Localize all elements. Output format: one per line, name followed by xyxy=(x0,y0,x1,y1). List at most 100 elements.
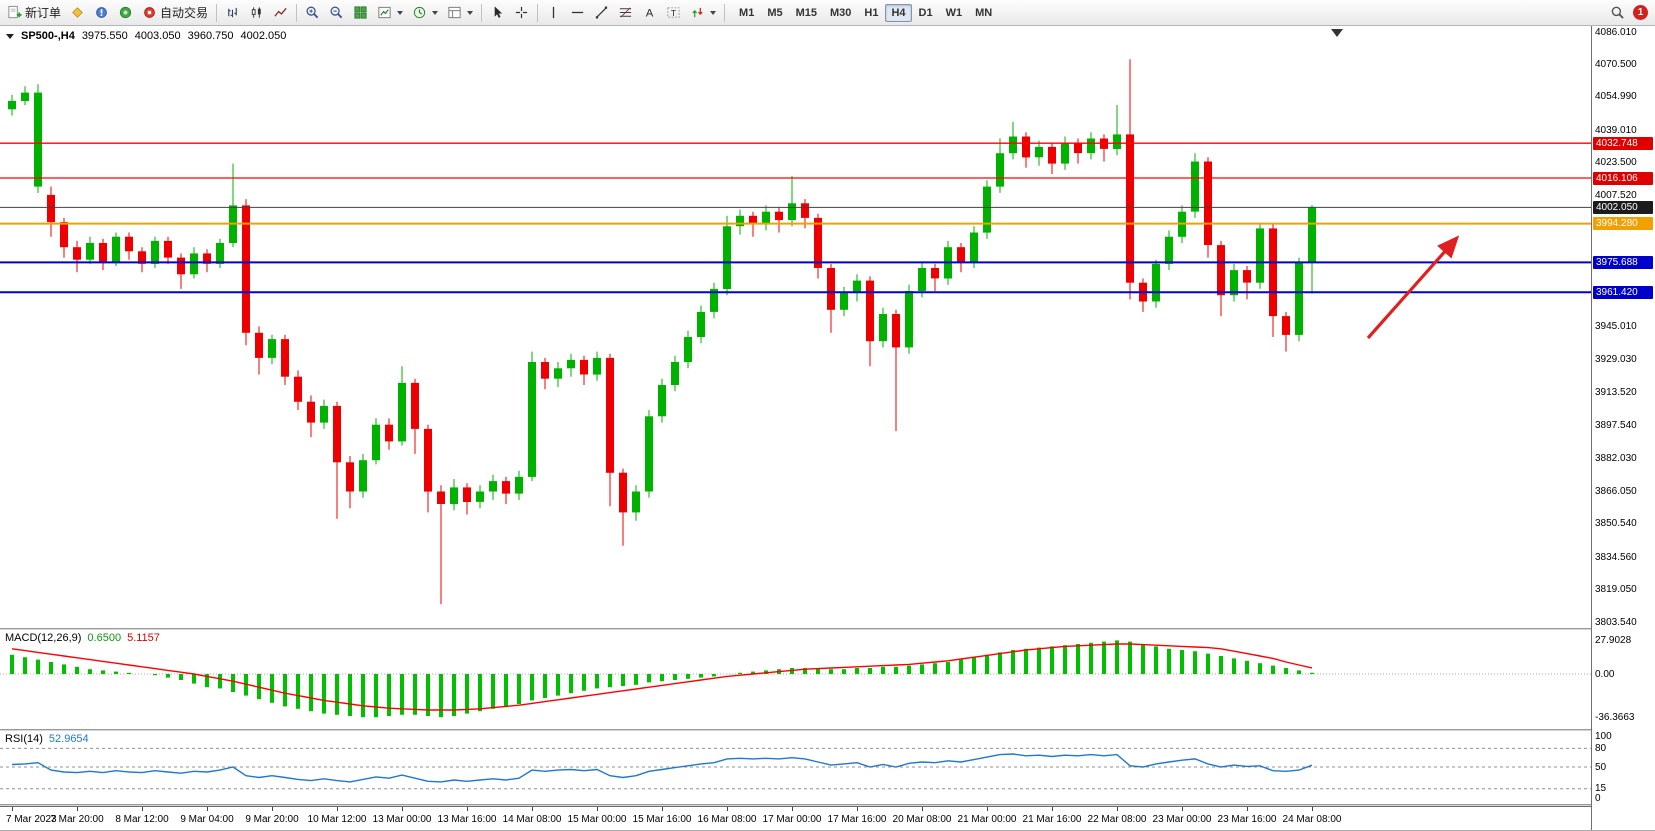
arrows-dropdown-button[interactable] xyxy=(686,2,720,23)
price-axis-label: 4023.500 xyxy=(1595,157,1637,169)
trendline-button[interactable] xyxy=(590,2,613,23)
new-order-label: 新订单 xyxy=(25,6,62,20)
candlestick-chart[interactable] xyxy=(0,26,1591,628)
ohlc-low: 3960.750 xyxy=(187,30,234,42)
candle xyxy=(502,481,510,494)
time-axis-tick xyxy=(727,807,728,811)
time-axis-tick xyxy=(857,807,858,811)
macd-label: MACD(12,26,9) 0.6500 5.1157 xyxy=(5,632,160,644)
candle xyxy=(138,251,146,264)
timeframe-button-M15[interactable]: M15 xyxy=(795,6,817,19)
candle xyxy=(333,405,341,463)
period-dropdown-button[interactable] xyxy=(408,2,442,23)
rsi-chart[interactable] xyxy=(0,731,1591,804)
horizontal-line-button[interactable] xyxy=(566,2,589,23)
alerts-button[interactable] xyxy=(90,2,113,23)
timeframe-button-M5[interactable]: M5 xyxy=(767,6,783,19)
panel-splitter[interactable] xyxy=(0,628,1591,630)
macd-chart[interactable] xyxy=(0,630,1591,729)
chart-menu-icon[interactable] xyxy=(6,33,14,39)
candle xyxy=(8,100,16,110)
notification-badge[interactable]: 1 xyxy=(1633,5,1648,20)
metaeditor-button[interactable] xyxy=(66,2,89,23)
time-axis-tick xyxy=(402,807,403,811)
new-chart-icon xyxy=(378,6,391,19)
macd-axis-label: 27.9028 xyxy=(1595,635,1632,646)
timeframe-button-W1[interactable]: W1 xyxy=(945,6,963,19)
cursor-button[interactable] xyxy=(486,2,509,23)
macd-main-value: 0.6500 xyxy=(87,632,122,644)
toolbar-separator xyxy=(216,3,218,22)
timeframe-button-MN[interactable]: MN xyxy=(975,6,993,19)
price-axis[interactable]: 4086.010 4070.500 4054.990 4039.010 4023.500… xyxy=(1591,26,1655,830)
line-chart-button[interactable] xyxy=(269,2,292,23)
time-axis-label: 23 Mar 00:00 xyxy=(1152,814,1212,825)
price-axis-label: 4007.520 xyxy=(1595,190,1637,202)
time-axis-label: 15 Mar 16:00 xyxy=(632,814,692,825)
templates-dropdown-button[interactable] xyxy=(443,2,477,23)
time-axis-tick xyxy=(337,807,338,811)
timeframe-button-H4[interactable]: H4 xyxy=(885,3,912,22)
macd-panel[interactable]: MACD(12,26,9) 0.6500 5.1157 xyxy=(0,630,1591,729)
time-axis[interactable]: 7 Mar 2023 7 Mar 20:00 8 Mar 12:00 9 Mar 04… xyxy=(0,806,1591,830)
candle xyxy=(528,362,536,477)
candlestick-chart-button[interactable] xyxy=(245,2,268,23)
timeframe-button-D1[interactable]: D1 xyxy=(918,6,933,19)
new-order-button[interactable]: 新订单 xyxy=(3,1,65,24)
price-axis-label: 4086.010 xyxy=(1595,26,1637,38)
candle xyxy=(47,194,55,223)
candle xyxy=(73,247,81,260)
zoom-in-button[interactable] xyxy=(301,2,324,23)
candle xyxy=(450,487,458,505)
candle xyxy=(957,247,965,262)
fibonacci-button[interactable] xyxy=(614,2,637,23)
rsi-panel[interactable]: RSI(14) 52.9654 xyxy=(0,731,1591,804)
timeframe-button-H1[interactable]: H1 xyxy=(864,6,879,19)
bar-chart-button[interactable] xyxy=(221,2,244,23)
time-axis-label: 8 Mar 12:00 xyxy=(115,814,169,825)
chart-symbol: SP500-,H4 xyxy=(21,30,75,42)
template-icon xyxy=(448,6,461,19)
price-axis-label: 4054.990 xyxy=(1595,91,1637,103)
vertical-line-button[interactable] xyxy=(542,2,565,23)
macd-name: MACD(12,26,9) xyxy=(5,632,82,644)
macd-signal-value: 5.1157 xyxy=(127,632,160,644)
community-button[interactable] xyxy=(114,2,137,23)
candle xyxy=(359,460,367,492)
time-axis-label: 9 Mar 04:00 xyxy=(180,814,234,825)
ohlc-close: 4002.050 xyxy=(240,30,287,42)
zoom-out-button[interactable] xyxy=(325,2,348,23)
main-chart-panel[interactable]: SP500-,H4 3975.550 4003.050 3960.750 400… xyxy=(0,26,1591,628)
text-button[interactable]: A xyxy=(638,2,661,23)
price-axis-label: 3850.540 xyxy=(1595,518,1637,530)
candle xyxy=(697,311,705,337)
candle xyxy=(346,462,354,492)
text-label-button[interactable]: T xyxy=(662,2,685,23)
time-axis-tick xyxy=(922,807,923,811)
time-axis-label: 17 Mar 16:00 xyxy=(827,814,887,825)
candle xyxy=(125,236,133,252)
panel-splitter[interactable] xyxy=(0,729,1591,731)
candle xyxy=(34,92,42,187)
candle xyxy=(294,376,302,402)
candle xyxy=(60,222,68,248)
timeframe-button-M1[interactable]: M1 xyxy=(739,6,755,19)
tile-windows-button[interactable] xyxy=(349,2,372,23)
crosshair-button[interactable] xyxy=(510,2,533,23)
autotrading-button[interactable]: 自动交易 xyxy=(138,1,212,24)
candle xyxy=(1048,146,1056,164)
trend-arrow-annotation[interactable] xyxy=(1366,235,1460,340)
candle xyxy=(255,332,263,358)
candle xyxy=(853,280,861,294)
search-button[interactable] xyxy=(1606,2,1629,23)
candle xyxy=(671,362,679,385)
candle xyxy=(398,382,406,442)
panel-splitter[interactable] xyxy=(0,804,1591,806)
candle xyxy=(775,211,783,221)
zoom-out-icon xyxy=(330,6,343,19)
timeframe-button-M30[interactable]: M30 xyxy=(830,6,852,19)
rsi-axis-label: 15 xyxy=(1595,783,1607,795)
new-chart-button[interactable] xyxy=(373,2,407,23)
price-axis-label: 3929.030 xyxy=(1595,354,1637,366)
